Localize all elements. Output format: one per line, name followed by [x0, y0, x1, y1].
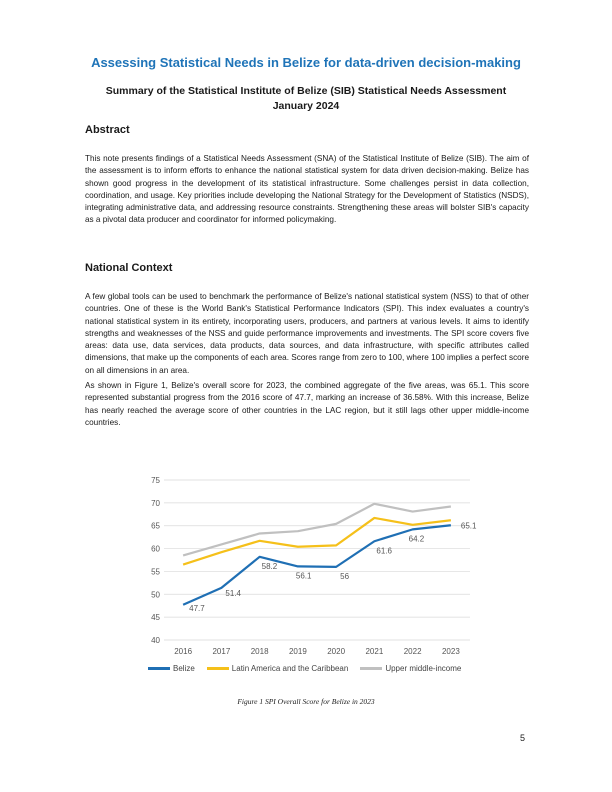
- legend-swatch: [148, 667, 170, 670]
- y-tick-label: 65: [151, 522, 160, 531]
- document-subtitle: Summary of the Statistical Institute of …: [0, 84, 612, 114]
- subtitle-date: January 2024: [272, 100, 340, 112]
- legend-label: Belize: [173, 664, 195, 673]
- document-title: Assessing Statistical Needs in Belize fo…: [91, 55, 521, 70]
- belize-data-label: 56: [340, 572, 349, 581]
- y-tick-label: 40: [151, 636, 160, 645]
- belize-data-label: 56.1: [296, 571, 312, 580]
- legend-swatch: [206, 667, 229, 670]
- x-tick-label: 2020: [327, 647, 345, 656]
- y-tick-label: 45: [151, 613, 160, 622]
- series-line-belize: [182, 524, 451, 606]
- y-tick-label: 75: [151, 476, 160, 485]
- abstract-paragraph: This note presents findings of a Statist…: [85, 154, 529, 225]
- abstract-heading: Abstract: [85, 124, 130, 136]
- belize-data-label: 58.2: [262, 562, 278, 571]
- x-tick-label: 2018: [251, 647, 269, 656]
- belize-data-label: 51.4: [225, 589, 241, 598]
- belize-data-label: 64.2: [409, 534, 425, 543]
- belize-data-label: 65.1: [461, 521, 477, 530]
- belize-data-label: 47.7: [189, 604, 205, 613]
- subtitle-line-1: Summary of the Statistical Institute of …: [105, 85, 507, 97]
- national-context-heading: National Context: [85, 262, 173, 274]
- y-tick-label: 50: [151, 590, 160, 599]
- page-number: 5: [520, 733, 526, 743]
- legend-item: Belize: [148, 664, 195, 673]
- x-tick-label: 2017: [212, 647, 230, 656]
- figure-caption: Figure 1 SPI Overall Score for Belize in…: [237, 697, 375, 706]
- legend-label: Upper middle-income: [385, 664, 462, 673]
- y-tick-label: 60: [151, 545, 160, 554]
- x-tick-label: 2019: [289, 647, 307, 656]
- legend-item: Latin America and the Caribbean: [206, 664, 349, 673]
- legend-label: Latin America and the Caribbean: [231, 664, 349, 673]
- x-tick-label: 2016: [174, 647, 192, 656]
- y-tick-label: 70: [151, 499, 160, 508]
- series-line-upper-middle-income: [182, 502, 452, 557]
- series-line-latin-america-and-the-caribbean: [182, 516, 452, 566]
- chart-legend: Belize Latin America and the Caribbean Upp…: [148, 664, 461, 673]
- national-context-paragraph-1: A few global tools can be used to benchm…: [85, 292, 529, 375]
- x-tick-label: 2021: [365, 647, 383, 656]
- legend-item: Upper middle-income: [360, 664, 461, 673]
- y-tick-label: 55: [151, 567, 160, 576]
- x-tick-label: 2022: [404, 647, 422, 656]
- x-tick-label: 2023: [442, 647, 460, 656]
- legend-swatch: [360, 667, 383, 670]
- spi-line-chart: 40 45 50 55 60 65 70 75 2016 2017 2018 2019 2020 2021…: [151, 476, 477, 656]
- national-context-paragraph-2: As shown in Figure 1, Belize's overall s…: [85, 381, 529, 427]
- belize-data-label: 61.6: [376, 546, 392, 555]
